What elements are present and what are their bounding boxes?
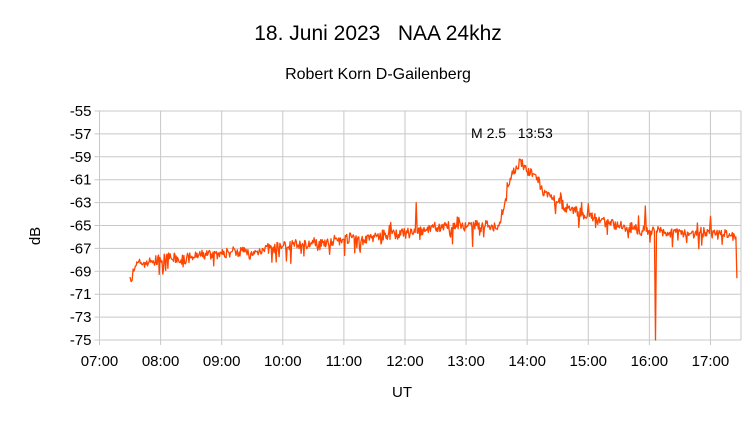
chart-subtitle: Robert Korn D-Gailenberg bbox=[285, 66, 471, 83]
x-axis-ticks: 07:00 08:00 09:00 10:00 11:00 12:00 13:00 14:00… bbox=[81, 353, 729, 370]
series-line bbox=[129, 158, 738, 341]
y-tick-label: -57 bbox=[70, 126, 92, 143]
y-tick-label: -65 bbox=[70, 218, 92, 235]
x-tick-label: 15:00 bbox=[569, 353, 607, 370]
x-tick-label: 08:00 bbox=[142, 353, 180, 370]
y-tick-label: -73 bbox=[70, 309, 92, 326]
x-tick-label: 11:00 bbox=[326, 353, 362, 370]
y-tick-label: -75 bbox=[70, 332, 92, 349]
y-tick-label: -61 bbox=[70, 172, 92, 189]
x-tick-label: 14:00 bbox=[508, 353, 546, 370]
annotation-label: M 2.5 13:53 bbox=[471, 125, 553, 141]
y-tick-label: -59 bbox=[70, 149, 92, 166]
x-tick-label: 10:00 bbox=[264, 353, 302, 370]
x-tick-label: 07:00 bbox=[81, 353, 119, 370]
chart-title: 18. Juni 2023 NAA 24khz bbox=[254, 22, 502, 45]
y-axis-label: dB bbox=[27, 227, 44, 245]
y-tick-label: -63 bbox=[70, 195, 92, 212]
x-tick-label: 12:00 bbox=[386, 353, 424, 370]
y-tick-label: -71 bbox=[70, 286, 92, 303]
y-tick-label: -55 bbox=[70, 103, 92, 120]
x-tick-label: 17:00 bbox=[692, 353, 730, 370]
y-tick-label: -69 bbox=[70, 263, 92, 280]
x-axis-label: UT bbox=[392, 384, 412, 401]
grid bbox=[94, 110, 742, 345]
x-tick-label: 13:00 bbox=[447, 353, 485, 370]
y-tick-label: -67 bbox=[70, 240, 92, 257]
x-tick-label: 16:00 bbox=[631, 353, 669, 370]
x-tick-label: 09:00 bbox=[203, 353, 241, 370]
y-axis-ticks: -55 -57 -59 -61 -63 -65 -67 -69 -71 -73 -75 bbox=[70, 103, 92, 349]
